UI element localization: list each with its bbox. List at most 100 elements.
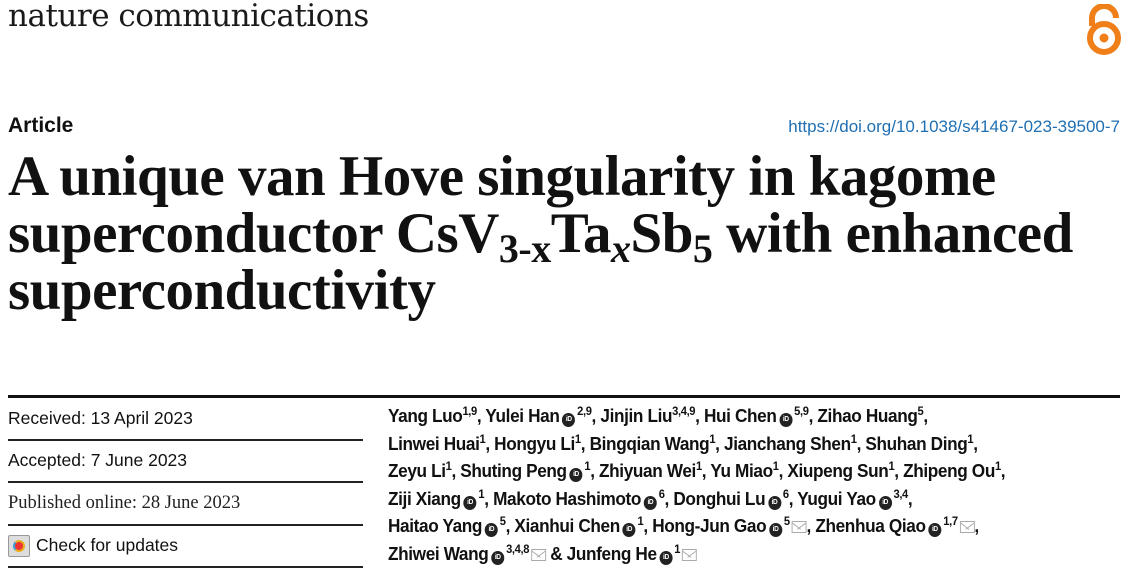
affiliation-number: 5 <box>917 404 924 418</box>
affiliation-number: 1 <box>478 486 485 501</box>
email-icon[interactable] <box>682 548 697 561</box>
author[interactable]: Yu Miao1 <box>710 459 779 481</box>
affiliation-number: 1 <box>772 459 779 473</box>
article-type: Article <box>8 114 74 137</box>
author[interactable]: Zhiyuan Wei1 <box>599 460 702 481</box>
author[interactable]: Zeyu Li1 <box>388 460 452 481</box>
affiliation-number: 6 <box>658 486 665 501</box>
article-title: A unique van Hove singularity in kagome … <box>8 145 1073 322</box>
orcid-icon[interactable]: iD <box>768 495 782 510</box>
orcid-icon[interactable]: iD <box>643 495 657 510</box>
author-name[interactable]: Xiupeng Sun <box>787 460 889 481</box>
author[interactable]: Shuting Peng iD1 <box>460 459 591 482</box>
author[interactable]: Zhiwei Wang iD3,4,8 <box>388 541 546 565</box>
author-name[interactable]: Jianchang Shen <box>723 432 851 454</box>
orcid-icon[interactable]: iD <box>878 495 892 510</box>
doi-link[interactable]: https://doi.org/10.1038/s41467-023-39500… <box>788 117 1120 136</box>
author[interactable]: Haitao Yang iD5 <box>388 514 506 537</box>
author-name[interactable]: Ziji Xiang <box>388 487 461 509</box>
email-icon[interactable] <box>959 521 975 533</box>
author-name[interactable]: Junfeng He <box>566 542 657 564</box>
author[interactable]: Jianchang Shen1 <box>724 433 857 454</box>
author-name[interactable]: Xianhui Chen <box>514 515 620 536</box>
affiliation-number: 3,4,8 <box>506 541 530 556</box>
affiliation-number: 5 <box>499 514 506 528</box>
author[interactable]: Xiupeng Sun1 <box>787 460 894 481</box>
affiliation-number: 1,7 <box>943 514 958 528</box>
author[interactable]: Zhipeng Ou1 <box>903 460 1001 481</box>
affiliation-number: 3,4 <box>893 486 908 501</box>
affiliation-number: 1 <box>888 459 895 473</box>
author[interactable]: Hui Chen iD5,9 <box>703 405 809 427</box>
affiliation-number: 2,9 <box>577 404 592 418</box>
affiliation-number: 1,9 <box>462 404 477 418</box>
author[interactable]: Xianhui Chen iD1 <box>514 514 644 537</box>
author[interactable]: Makoto Hashimoto iD6 <box>493 486 665 510</box>
affiliation-number: 1 <box>574 431 581 446</box>
author-list: Yang Luo1,9, Yulei Han iD2,9, Jinjin Liu3… <box>388 404 1006 565</box>
author[interactable]: Donghui Lu iD6 <box>673 486 789 510</box>
received-date: Received: 13 April 2023 <box>8 398 363 441</box>
orcid-icon[interactable]: iD <box>569 468 583 482</box>
author-name[interactable]: Hongyu Li <box>494 432 575 454</box>
author-name[interactable]: Bingqian Wang <box>589 432 710 454</box>
affiliation-number: 6 <box>782 486 789 501</box>
author-name[interactable]: Hui Chen <box>703 405 777 426</box>
author-name[interactable]: Zeyu Li <box>388 460 446 481</box>
affiliation-number: 1 <box>637 514 644 528</box>
author-name[interactable]: Yu Miao <box>710 460 773 481</box>
author[interactable]: Jinjin Liu3,4,9 <box>600 405 695 426</box>
open-access-lock-icon <box>1087 4 1121 55</box>
author-name[interactable]: Linwei Huai <box>388 432 480 454</box>
author[interactable]: Junfeng He iD1 <box>566 541 697 565</box>
author[interactable]: Zhenhua Qiao iD1,7 <box>815 514 975 537</box>
author[interactable]: Shuhan Ding1 <box>865 433 973 454</box>
orcid-icon[interactable]: iD <box>484 523 498 537</box>
orcid-icon[interactable]: iD <box>491 550 505 565</box>
check-updates-label: Check for updates <box>36 535 179 556</box>
orcid-icon[interactable]: iD <box>622 523 636 537</box>
orcid-icon[interactable]: iD <box>928 523 942 537</box>
author-name[interactable]: Jinjin Liu <box>600 405 673 426</box>
dates-panel: Received: 13 April 2023 Accepted: 7 June… <box>8 398 363 568</box>
author[interactable]: Linwei Huai1 <box>388 431 486 454</box>
author-name[interactable]: Shuhan Ding <box>865 432 968 454</box>
author[interactable]: Bingqian Wang1 <box>590 433 716 454</box>
author-name[interactable]: Hong-Jun Gao <box>652 515 767 536</box>
author-name[interactable]: Zhiwei Wang <box>388 542 489 564</box>
orcid-icon[interactable]: iD <box>769 523 783 537</box>
affiliation-number: 5 <box>783 514 790 528</box>
author[interactable]: Yulei Han iD2,9 <box>485 404 592 427</box>
affiliation-number: 1 <box>479 431 486 446</box>
affiliation-number: 1 <box>584 459 591 473</box>
author-name[interactable]: Shuting Peng <box>460 460 567 481</box>
author[interactable]: Zihao Huang5 <box>817 405 923 426</box>
author-name[interactable]: Yulei Han <box>485 405 560 426</box>
orcid-icon[interactable]: iD <box>659 550 673 565</box>
author-name[interactable]: Zhenhua Qiao <box>815 515 926 536</box>
author[interactable]: Yang Luo1,9 <box>388 405 477 426</box>
orcid-icon[interactable]: iD <box>562 413 576 427</box>
author[interactable]: Hongyu Li1 <box>494 433 581 454</box>
author-name[interactable]: Makoto Hashimoto <box>493 487 642 509</box>
orcid-icon[interactable]: iD <box>779 413 793 427</box>
affiliation-number: 1 <box>709 431 716 446</box>
author-name[interactable]: Yang Luo <box>388 405 463 426</box>
author-name[interactable]: Yugui Yao <box>797 487 876 509</box>
author-name[interactable]: Zhiyuan Wei <box>599 460 696 481</box>
check-for-updates-button[interactable]: Check for updates <box>8 526 363 568</box>
email-icon[interactable] <box>530 548 546 561</box>
author[interactable]: Hong-Jun Gao iD5 <box>652 514 807 537</box>
author-name[interactable]: Haitao Yang <box>388 515 483 536</box>
affiliation-number: 1 <box>695 459 702 473</box>
author-name[interactable]: Zihao Huang <box>817 405 918 426</box>
author[interactable]: Ziji Xiang iD1 <box>388 486 485 510</box>
author-name[interactable]: Zhipeng Ou <box>903 460 995 481</box>
email-icon[interactable] <box>791 521 807 533</box>
author-name[interactable]: Donghui Lu <box>673 487 766 509</box>
published-date: Published online: 28 June 2023 <box>8 483 363 526</box>
journal-name[interactable]: nature communications <box>8 0 369 34</box>
author[interactable]: Yugui Yao iD3,4 <box>797 486 908 510</box>
affiliation-number: 1 <box>674 541 681 556</box>
orcid-icon[interactable]: iD <box>463 495 477 510</box>
